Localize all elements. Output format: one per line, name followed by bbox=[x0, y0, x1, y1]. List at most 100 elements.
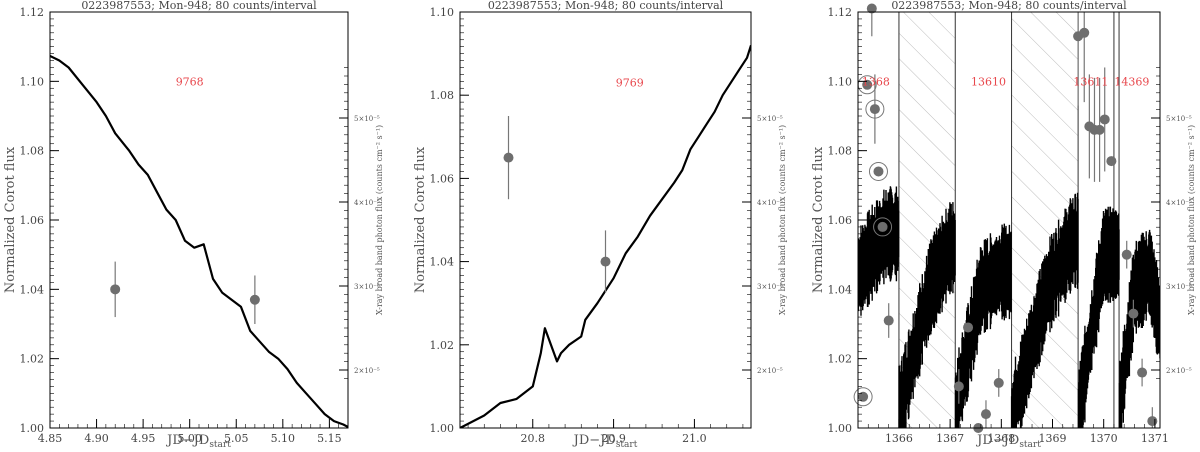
point-marker bbox=[866, 3, 877, 14]
x-tick-label: 20.9 bbox=[601, 432, 626, 445]
xray-point bbox=[1147, 407, 1158, 428]
y-tick-label: 1.08 bbox=[430, 89, 455, 102]
xray-point bbox=[873, 217, 893, 237]
point-marker bbox=[980, 409, 991, 420]
x-axis-label: JD−JDstart bbox=[975, 433, 1041, 448]
y-tick-label: 1.02 bbox=[828, 353, 853, 366]
right-tick-label: 4×10⁻⁵ bbox=[354, 199, 380, 207]
point-marker bbox=[1106, 156, 1117, 167]
right-tick-label: 3×10⁻⁵ bbox=[354, 283, 380, 291]
chart-title: 0223987553; Mon-948; 80 counts/interval bbox=[488, 0, 724, 12]
xray-point bbox=[600, 230, 611, 293]
y-tick-label: 1.04 bbox=[430, 256, 455, 269]
y-tick-label: 1.00 bbox=[828, 422, 853, 435]
point-marker bbox=[600, 256, 611, 267]
right-tick-label: 3×10⁻⁵ bbox=[757, 283, 783, 291]
light-curve bbox=[460, 44, 751, 428]
xray-point bbox=[963, 322, 974, 333]
point-ring bbox=[865, 99, 885, 119]
y-tick-label: 1.08 bbox=[20, 145, 45, 158]
x-tick-label: 5.05 bbox=[224, 432, 249, 445]
y-tick-label: 1.10 bbox=[430, 6, 455, 19]
x-tick-label: 5.00 bbox=[177, 432, 202, 445]
point-marker bbox=[1147, 416, 1158, 427]
xray-point bbox=[993, 369, 1004, 397]
observation-label: 13610 bbox=[971, 75, 1006, 88]
x-tick-label: 1370 bbox=[1090, 432, 1118, 445]
point-marker bbox=[862, 79, 873, 90]
y-axis-label: Normalized Corot flux bbox=[413, 146, 428, 293]
right-tick-label: 2×10⁻⁵ bbox=[757, 367, 783, 375]
y-tick-label: 1.04 bbox=[20, 283, 45, 296]
x-axis-label-main: JD−JD bbox=[572, 433, 616, 448]
x-axis-label-subscript: start bbox=[1019, 440, 1041, 448]
point-ring bbox=[853, 387, 873, 407]
y-tick-label: 1.02 bbox=[430, 339, 455, 352]
right-axis-label: X-ray broad band photon flux (counts cm⁻… bbox=[375, 125, 384, 315]
x-axis-label-main: JD−JD bbox=[975, 433, 1019, 448]
x-tick-label: 4.95 bbox=[131, 432, 156, 445]
point-marker bbox=[877, 221, 888, 232]
y-tick-label: 1.04 bbox=[828, 283, 853, 296]
x-axis-label-subscript: start bbox=[209, 440, 231, 448]
xray-point bbox=[110, 261, 121, 318]
xray-point bbox=[853, 387, 873, 407]
y-tick-label: 1.08 bbox=[828, 145, 853, 158]
x-tick-label: 1366 bbox=[885, 432, 913, 445]
x-tick-label: 1368 bbox=[987, 432, 1015, 445]
xray-point bbox=[1094, 77, 1105, 182]
point-marker bbox=[883, 315, 894, 326]
x-tick-label: 4.85 bbox=[38, 432, 63, 445]
right-axis-label: X-ray broad band photon flux (counts cm⁻… bbox=[778, 125, 787, 315]
y-tick-label: 1.10 bbox=[20, 75, 45, 88]
observation-label: 9768 bbox=[176, 75, 204, 88]
right-tick-label: 5×10⁻⁵ bbox=[1166, 115, 1192, 123]
x-tick-label: 1371 bbox=[1141, 432, 1169, 445]
y-tick-label: 1.00 bbox=[20, 422, 45, 435]
light-curve-group bbox=[50, 54, 348, 428]
point-marker bbox=[963, 322, 974, 333]
y-tick-label: 1.06 bbox=[828, 214, 853, 227]
chart-title: 0223987553; Mon-948; 80 counts/interval bbox=[891, 0, 1127, 12]
point-marker bbox=[1094, 124, 1105, 135]
point-ring bbox=[868, 161, 888, 181]
xray-point bbox=[866, 3, 877, 37]
point-marker bbox=[110, 284, 121, 295]
right-tick-label: 4×10⁻⁵ bbox=[757, 199, 783, 207]
right-tick-label: 5×10⁻⁵ bbox=[757, 115, 783, 123]
xray-point bbox=[1099, 67, 1110, 172]
chart-panel-1: 9768 1.00 1.02 1.04 1.06 1.08 1.10 1.12 4.85 4.90… bbox=[3, 0, 384, 450]
observation-label: 1368 bbox=[862, 75, 890, 88]
chart-title: 0223987553; Mon-948; 80 counts/interval bbox=[81, 0, 317, 12]
y-tick-label: 1.12 bbox=[828, 6, 853, 19]
light-curve bbox=[50, 54, 348, 428]
y-tick-label: 1.02 bbox=[20, 353, 45, 366]
right-tick-label: 2×10⁻⁵ bbox=[354, 367, 380, 375]
chart-panel-2: 9769 1.00 1.02 1.04 1.06 1.08 1.10 20.8 20.9 21.0… bbox=[413, 0, 787, 450]
y-axis-label: Normalized Corot flux bbox=[811, 146, 826, 293]
right-tick-label: 4×10⁻⁵ bbox=[1166, 199, 1192, 207]
plot-frame bbox=[459, 11, 752, 429]
xray-point bbox=[953, 369, 964, 404]
xray-point bbox=[1106, 156, 1117, 167]
point-marker bbox=[993, 377, 1004, 388]
point-marker bbox=[873, 166, 884, 177]
x-axis-label: JD−JDstart bbox=[572, 433, 638, 448]
xray-point bbox=[980, 400, 991, 428]
point-marker bbox=[953, 381, 964, 392]
xray-point bbox=[883, 303, 894, 338]
observation-label: 9769 bbox=[616, 77, 644, 90]
point-marker bbox=[1079, 27, 1090, 38]
point-marker bbox=[1128, 308, 1139, 319]
right-axis-label: X-ray broad band photon flux (counts cm⁻… bbox=[1187, 125, 1196, 315]
light-curve-group bbox=[460, 44, 751, 428]
x-axis-label-subscript: start bbox=[616, 440, 638, 448]
point-marker bbox=[858, 391, 869, 402]
right-tick-label: 3×10⁻⁵ bbox=[1166, 283, 1192, 291]
x-tick-label: 1367 bbox=[936, 432, 964, 445]
x-axis-label-main: JD−JD bbox=[165, 433, 209, 448]
point-ring bbox=[873, 217, 893, 237]
point-marker bbox=[249, 294, 260, 305]
chart-panel-3: 1368 13610 13611 14369 1.00 1.02 1.04 1.06 1.08 1… bbox=[811, 0, 1196, 450]
